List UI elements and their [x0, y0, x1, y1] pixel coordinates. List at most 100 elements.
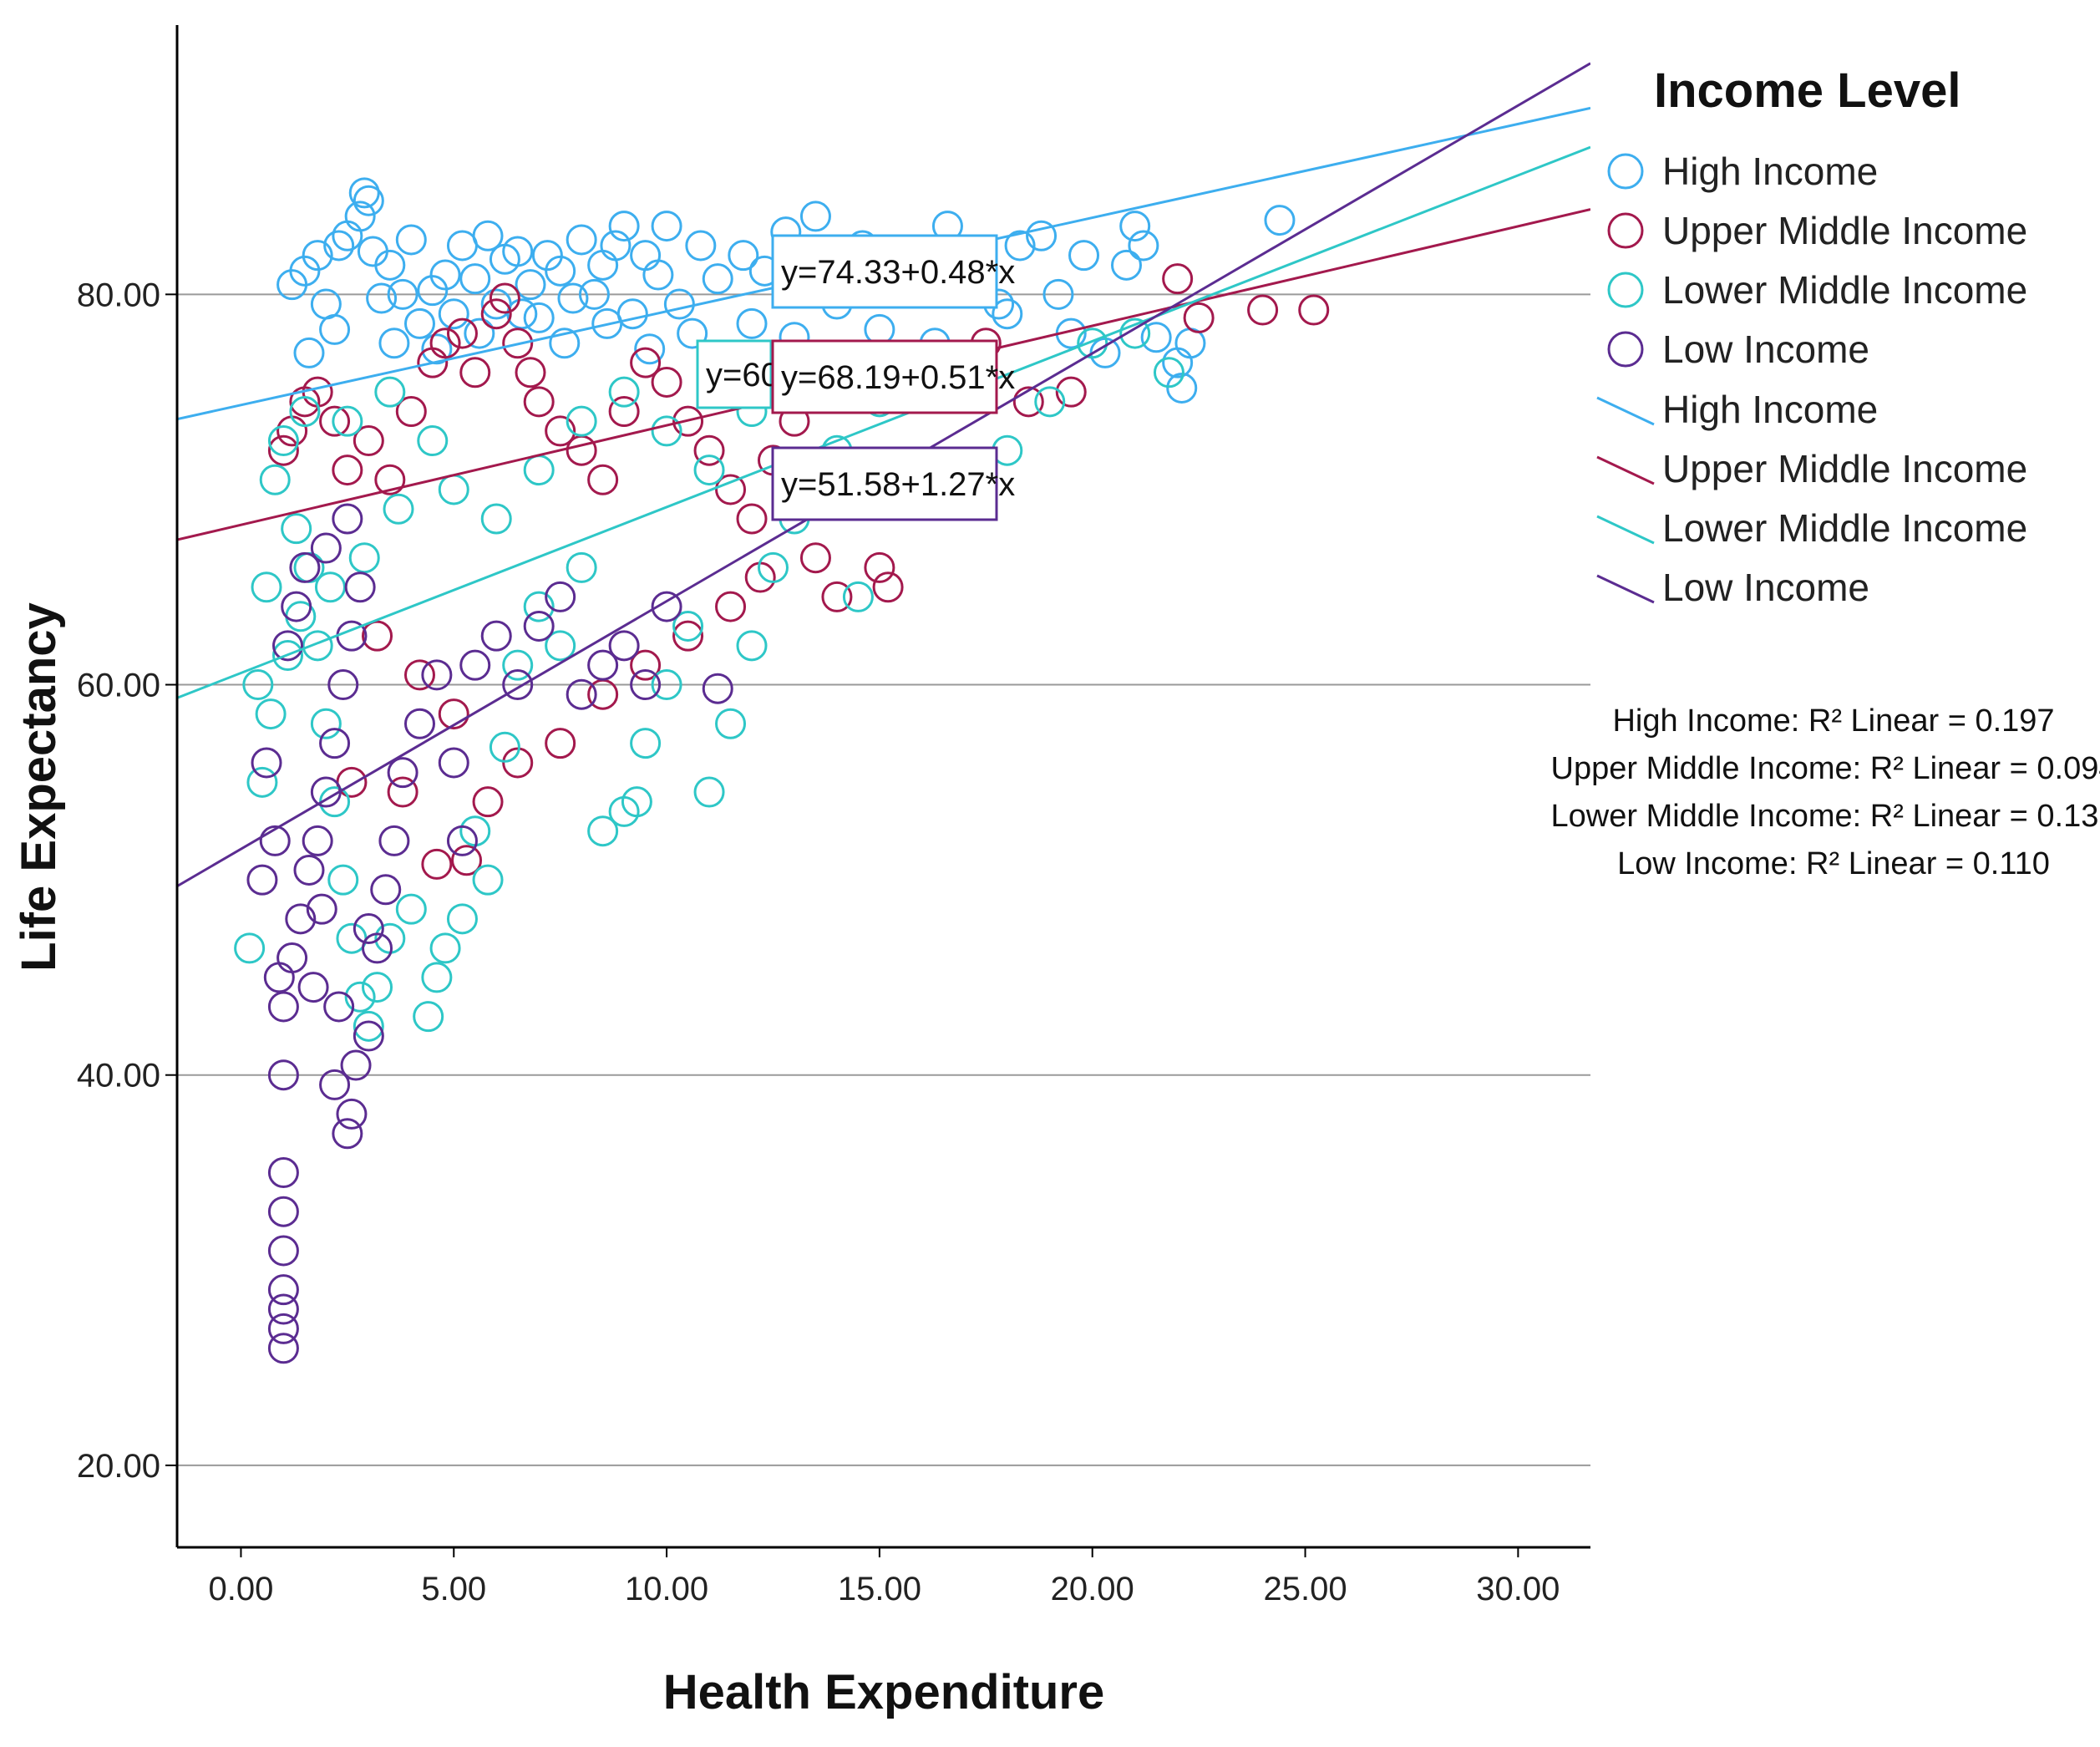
data-point [267, 1293, 299, 1325]
data-point [1034, 386, 1066, 418]
data-point [374, 249, 406, 281]
legend-marker-circle [1607, 272, 1644, 308]
data-point [630, 240, 662, 272]
r2-line: Low Income: R² Linear = 0.110 [1617, 846, 2050, 881]
data-point [413, 1001, 444, 1033]
data-point [545, 255, 576, 287]
data-point [1012, 386, 1044, 418]
data-point [693, 776, 725, 808]
data-point [242, 669, 274, 701]
data-point [332, 455, 363, 486]
x-tick-label: 0.00 [209, 1571, 274, 1607]
data-point [344, 981, 376, 1013]
data-point [446, 230, 478, 262]
legend-marker-label: Upper Middle Income [1662, 209, 2027, 252]
data-point [464, 317, 495, 349]
data-point [1153, 357, 1184, 389]
data-point [480, 298, 512, 330]
tick-labels: 20.00 40.00 60.00 80.00 0.00 5.00 10.00 15.00 20… [77, 277, 1560, 1607]
data-point [502, 747, 534, 779]
data-point [1298, 294, 1330, 326]
data-point [293, 337, 325, 368]
series-low-income [246, 503, 733, 1364]
data-point [459, 357, 491, 389]
data-point [566, 678, 597, 710]
data-point [293, 854, 325, 886]
data-point [757, 551, 789, 583]
legend-marker-label: Lower Middle Income [1662, 268, 2027, 312]
fit-line-lower-middle-income [177, 145, 1590, 699]
data-point [502, 669, 534, 701]
data-point [842, 581, 874, 612]
data-point [566, 405, 597, 437]
data-point [502, 649, 534, 681]
r2-line: Lower Middle Income: R² Linear = 0.135 [1551, 799, 2100, 834]
data-point [297, 972, 329, 1003]
data-point [421, 333, 453, 365]
data-point [685, 230, 717, 262]
data-point [715, 708, 747, 739]
legend-line-item: Low Income [1596, 566, 1869, 609]
data-point [1264, 205, 1296, 236]
y-tick-label: 80.00 [77, 277, 160, 313]
data-point [545, 728, 576, 759]
legend-marker-item: Lower Middle Income [1607, 268, 2027, 312]
data-point [272, 630, 304, 662]
data-point [677, 317, 708, 349]
r2-line: High Income: R² Linear = 0.197 [1612, 703, 2054, 739]
data-point [438, 747, 469, 779]
data-point [289, 551, 321, 583]
legend-marker-circle [1607, 153, 1644, 190]
data-point [545, 581, 576, 612]
data-point [1128, 230, 1159, 262]
data-point [587, 649, 619, 681]
data-point [267, 1157, 299, 1189]
data-point [319, 405, 351, 437]
series-high-income [276, 177, 1296, 404]
data-point [459, 649, 491, 681]
legend: Income Level High Income Upper Middle Inc… [1596, 63, 2027, 609]
x-axis-title: Health Expenditure [663, 1665, 1105, 1719]
legend-marker-item: High Income [1607, 150, 1878, 193]
data-point [578, 278, 610, 310]
data-point [1026, 220, 1058, 251]
data-point [267, 1196, 299, 1227]
equation-box [771, 446, 998, 521]
legend-line-swatch [1596, 515, 1655, 545]
data-point [672, 405, 704, 437]
data-point [267, 434, 299, 466]
data-point [736, 630, 768, 662]
data-point [344, 571, 376, 603]
data-point [387, 278, 418, 310]
data-point [302, 240, 333, 272]
data-point [459, 815, 491, 847]
equation-label-lower-middle-income: y=60 [696, 339, 779, 409]
data-point [429, 328, 461, 359]
data-point [302, 825, 333, 856]
data-point [302, 630, 333, 662]
equation-label-high-income: y=74.33+0.48*x [771, 234, 1015, 309]
data-point [472, 786, 504, 818]
data-point [272, 639, 304, 671]
data-point [1140, 322, 1172, 353]
legend-marker-circle [1607, 331, 1644, 368]
data-point [515, 269, 546, 301]
y-tick-label: 60.00 [77, 668, 160, 704]
data-point [566, 224, 597, 256]
data-point [267, 1313, 299, 1344]
equation-label-low-income: y=51.58+1.27*x [771, 446, 1015, 521]
data-point [387, 776, 418, 808]
data-point [383, 493, 414, 525]
data-point [728, 240, 759, 272]
data-point [1068, 240, 1100, 272]
y-tick-label: 40.00 [77, 1058, 160, 1094]
data-point [651, 211, 682, 242]
data-point [523, 610, 555, 642]
data-point [387, 757, 418, 789]
data-point [267, 1333, 299, 1364]
data-point [395, 224, 427, 256]
data-point [523, 302, 555, 333]
data-point [395, 893, 427, 925]
x-tick-label: 20.00 [1051, 1571, 1134, 1607]
data-point [417, 275, 449, 307]
